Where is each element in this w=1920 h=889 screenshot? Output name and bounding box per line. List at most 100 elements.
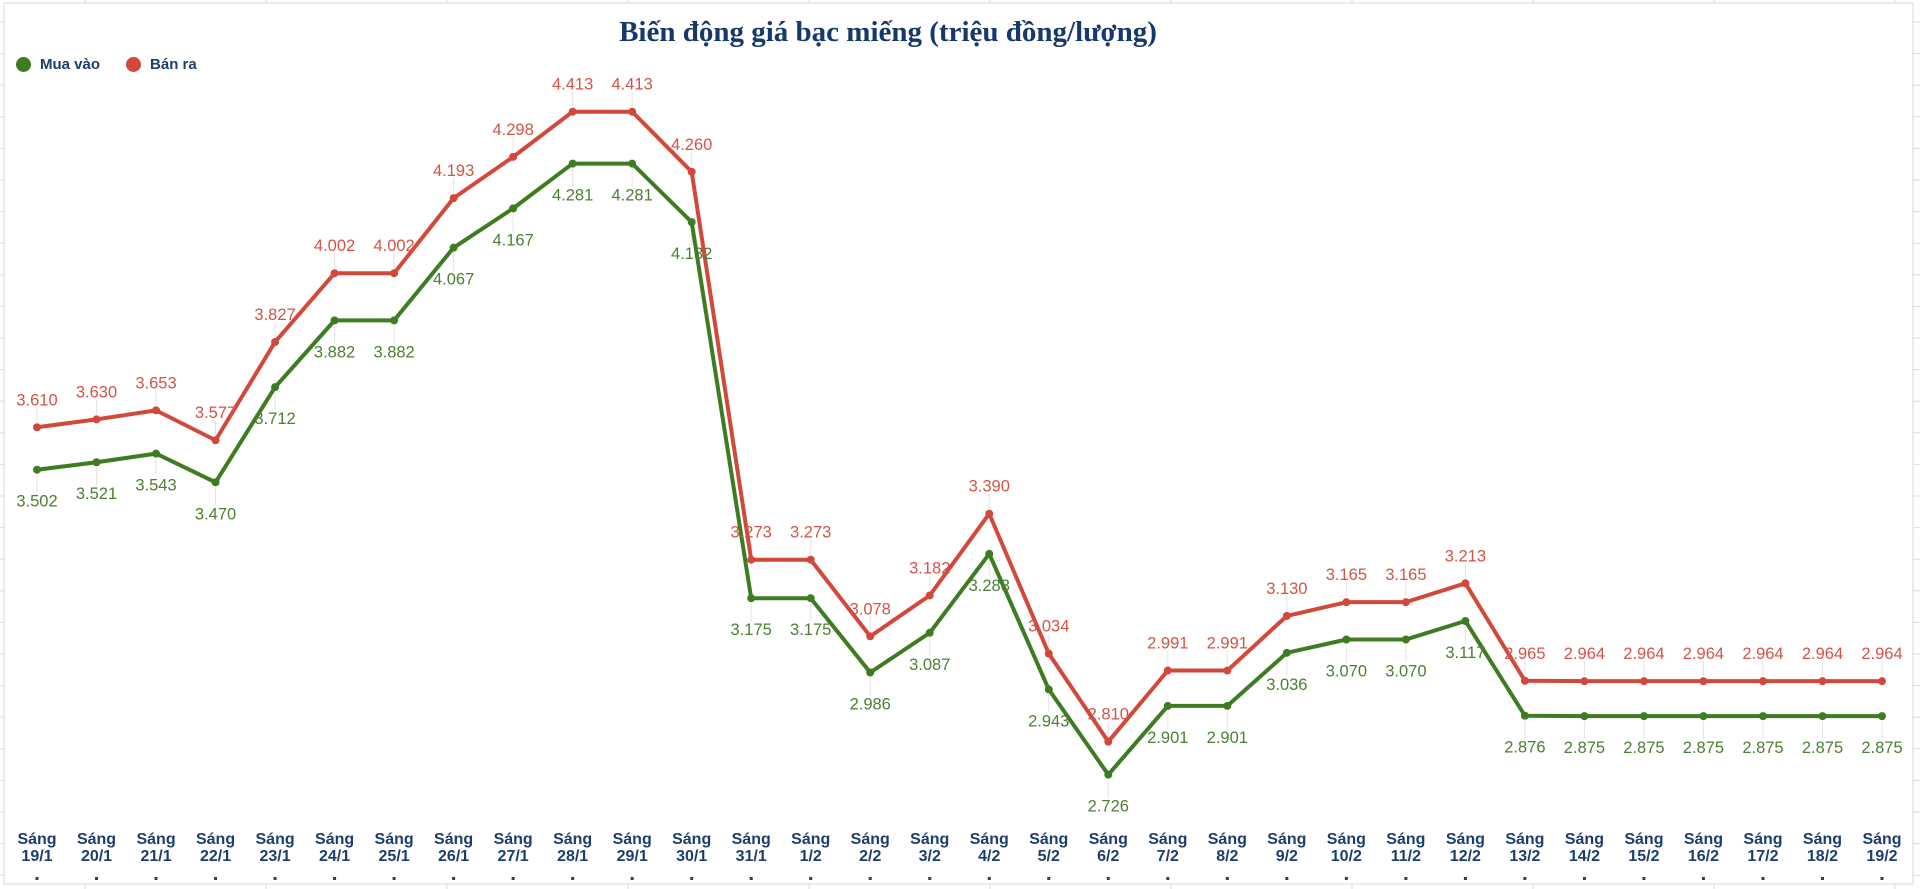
value-label: 3.390 [969,478,1010,496]
value-label: 2.964 [1742,645,1783,663]
data-point-marker [747,555,756,564]
axis-tick [1166,877,1170,880]
data-point-marker [1520,711,1529,720]
axis-tick [273,877,277,880]
axis-tick [392,877,396,880]
axis-tick [1344,877,1348,880]
axis-tick [154,877,158,880]
data-point-marker [1223,666,1232,675]
value-label: 4.067 [433,271,474,289]
value-label: 3.882 [373,343,414,361]
value-label: 4.132 [671,245,712,263]
data-point-marker [1818,712,1827,721]
data-point-marker [1163,666,1172,675]
value-label: 2.875 [1861,739,1902,757]
data-point-marker [1401,635,1410,644]
value-label: 2.875 [1623,739,1664,757]
data-point-marker [925,628,934,637]
legend-item-sell[interactable]: Bán ra [126,56,197,73]
chart-border [3,2,1914,885]
x-axis-label: Sáng 24/1 [315,831,355,865]
value-label: 4.002 [314,237,355,255]
data-point-marker [687,218,696,227]
value-label: 4.281 [552,187,593,205]
data-point-marker [628,159,637,168]
data-point-marker [1639,677,1648,686]
data-point-marker [211,436,220,445]
value-label: 2.875 [1564,739,1605,757]
axis-tick [630,877,634,880]
x-axis-label: Sáng 8/2 [1207,831,1247,865]
x-axis-label: Sáng 17/2 [1743,831,1783,865]
value-label: 3.078 [850,600,891,618]
data-point-marker [330,316,339,325]
data-point-marker [1044,649,1053,658]
value-label: 2.964 [1861,645,1902,663]
x-axis-label: Sáng 14/2 [1564,831,1604,865]
value-label: 3.273 [790,524,831,542]
value-label: 3.502 [16,493,57,511]
x-axis-label: Sáng 30/1 [672,831,712,865]
axis-tick [1463,877,1467,880]
x-axis-label: Sáng 5/2 [1029,831,1069,865]
data-point-marker [1520,676,1529,685]
value-label: 2.986 [850,696,891,714]
data-point-marker [806,555,815,564]
value-label: 2.875 [1802,739,1843,757]
axis-tick [749,877,753,880]
axis-tick [95,877,99,880]
value-label: 3.087 [909,656,950,674]
data-point-marker [1758,712,1767,721]
data-point-marker [390,316,399,325]
x-axis-label: Sáng 15/2 [1624,831,1664,865]
data-point-marker [568,159,577,168]
data-point-marker [1461,579,1470,588]
value-label: 3.712 [254,410,295,428]
data-point-marker [1461,617,1470,626]
x-axis-label: Sáng 31/1 [731,831,771,865]
value-label: 2.901 [1147,729,1188,747]
value-label: 4.193 [433,162,474,180]
value-label: 2.810 [1088,706,1129,724]
data-point-marker [92,458,101,467]
data-point-marker [687,167,696,176]
axis-tick [333,877,337,880]
axis-tick [571,877,575,880]
data-point-marker [985,549,994,558]
data-point-marker [509,152,518,161]
x-axis-label: Sáng 22/1 [195,831,236,865]
value-label: 2.964 [1623,645,1664,663]
axis-tick [1761,877,1765,880]
axis-tick [1582,877,1586,880]
value-label: 4.260 [671,136,712,154]
axis-tick [35,877,39,880]
value-label: 2.965 [1504,645,1545,663]
value-label: 2.726 [1088,798,1129,816]
sell-price-line [35,109,1884,744]
value-label: 2.943 [1028,712,1069,730]
data-point-marker [1699,677,1708,686]
legend-label-buy: Mua vào [40,56,101,73]
data-point-marker [152,449,161,458]
axis-tick [1820,877,1824,880]
x-axis-label: Sáng 4/2 [969,831,1009,865]
data-point-marker [271,337,280,346]
value-label: 3.470 [195,505,236,523]
data-point-marker [509,204,518,213]
axis-tick [1880,877,1884,880]
value-label: 4.413 [552,76,593,94]
data-point-marker [1878,712,1886,721]
data-point-marker [1580,677,1589,686]
data-point-marker [866,668,875,677]
axis-tick [1642,877,1646,880]
value-label: 4.002 [373,237,414,255]
value-label: 3.630 [76,383,117,401]
buy-price-line [35,161,1884,777]
value-label: 3.165 [1385,566,1426,584]
value-label: 4.413 [612,76,653,94]
legend-item-buy[interactable]: Mua vào [16,56,100,73]
value-label: 2.876 [1504,739,1545,757]
data-point-marker [390,269,399,278]
data-point-marker [1223,701,1232,710]
data-point-marker [211,478,220,487]
